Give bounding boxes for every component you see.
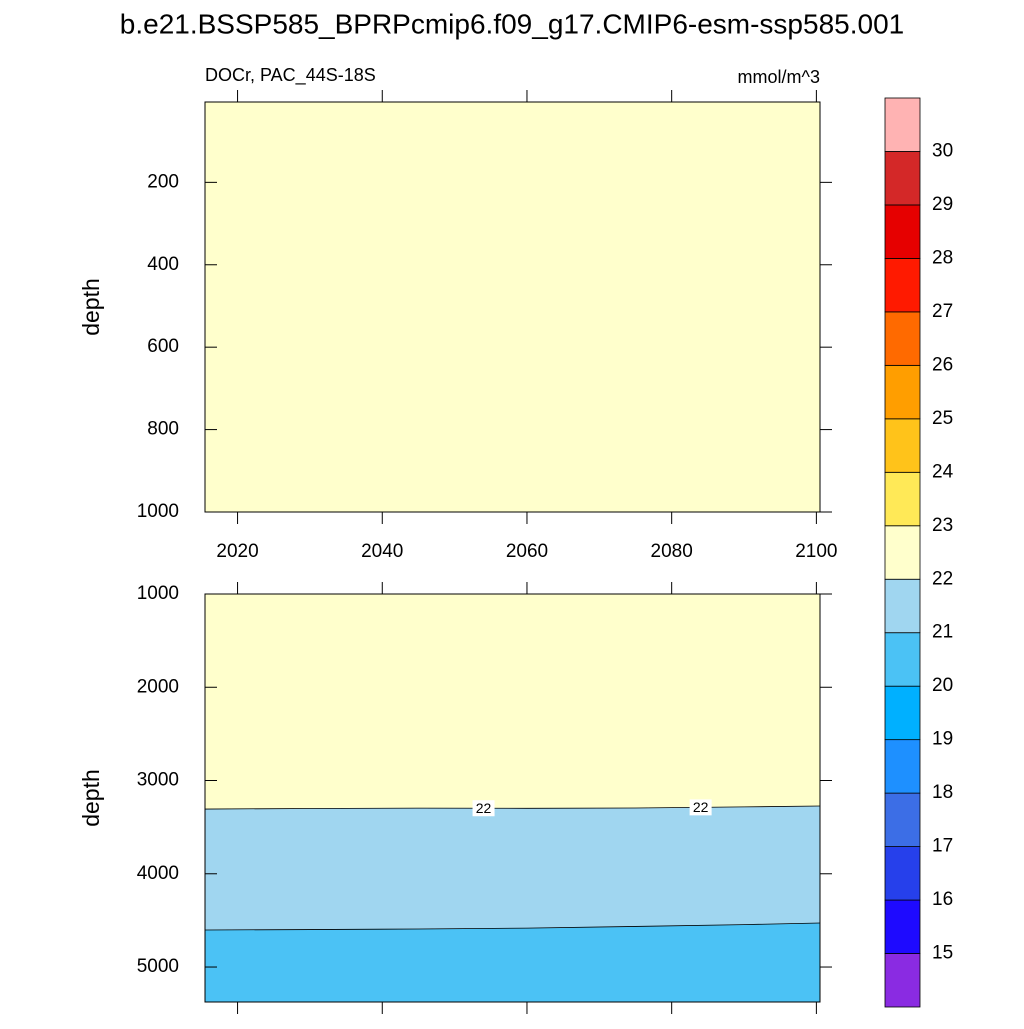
colorbar-box	[884, 846, 921, 901]
plot-area	[205, 102, 820, 512]
colorbar-box	[884, 364, 921, 420]
colorbar-box	[884, 578, 921, 634]
colorbar-label: 17	[932, 836, 953, 857]
y-tick-label: 5000	[137, 956, 179, 977]
colorbar-label: 26	[932, 354, 953, 375]
subtitle: DOCr, PAC_44S-18S	[205, 65, 376, 86]
colorbar-label: 25	[932, 408, 953, 429]
colorbar-box	[884, 685, 921, 741]
colorbar-label: 19	[932, 729, 953, 750]
colorbar-label: 28	[932, 247, 953, 268]
plot-frame	[204, 101, 821, 513]
y-tick-label: 200	[147, 171, 179, 192]
x-tick-label: 2100	[795, 541, 837, 562]
plot-area	[205, 594, 820, 1002]
colorbar-label: 22	[932, 568, 953, 589]
chart-title: b.e21.BSSP585_BPRPcmip6.f09_g17.CMIP6-es…	[120, 8, 904, 39]
colorbar-box	[884, 953, 921, 1008]
contour-label-bg	[472, 800, 495, 817]
colorbar-label: 30	[932, 140, 953, 161]
colorbar-box	[884, 97, 921, 152]
contour-label-bg	[689, 799, 712, 816]
colorbar-box	[884, 258, 921, 313]
plot-frame	[204, 593, 821, 1003]
contour-line	[205, 805, 820, 810]
x-tick-label: 2080	[651, 541, 693, 562]
y-tick-label: 400	[147, 254, 179, 275]
y-tick-label: 4000	[137, 863, 179, 884]
y-tick-label: 600	[147, 336, 179, 357]
colorbar-label: 23	[932, 515, 953, 536]
y-axis-label: depth	[78, 769, 104, 827]
y-tick-label: 2000	[137, 676, 179, 697]
colorbar-box	[884, 471, 921, 527]
y-tick-label: 800	[147, 419, 179, 440]
colorbar-box	[884, 204, 921, 259]
colorbar-label: 24	[932, 461, 954, 482]
colorbar-label: 29	[932, 194, 953, 215]
colorbar-box	[884, 151, 921, 206]
fill-region	[205, 923, 820, 1002]
fill-region	[205, 102, 820, 512]
colorbar-box	[884, 525, 921, 580]
colorbar-label: 21	[932, 622, 953, 643]
colorbar-label: 27	[932, 301, 953, 322]
colorbar-label: 20	[932, 675, 953, 696]
colorbar-box	[884, 792, 921, 847]
x-tick-label: 2020	[216, 541, 258, 562]
y-tick-label: 1000	[137, 583, 179, 604]
colorbar-box	[884, 739, 921, 794]
colorbar-label: 18	[932, 782, 953, 803]
colorbar-box	[884, 632, 921, 687]
colorbar-box	[884, 899, 921, 954]
colorbar-label: 15	[932, 943, 953, 964]
contour-label: 22	[693, 799, 709, 815]
y-tick-label: 3000	[137, 770, 179, 791]
y-axis-label: depth	[78, 278, 104, 336]
x-tick-label: 2040	[361, 541, 403, 562]
contour-line	[205, 922, 820, 931]
units: mmol/m^3	[738, 67, 820, 87]
colorbar-box	[884, 311, 921, 366]
y-tick-label: 1000	[137, 501, 179, 522]
contour-label: 22	[476, 800, 492, 816]
x-tick-label: 2060	[506, 541, 548, 562]
colorbar-box	[884, 418, 921, 473]
colorbar-label: 16	[932, 889, 953, 910]
